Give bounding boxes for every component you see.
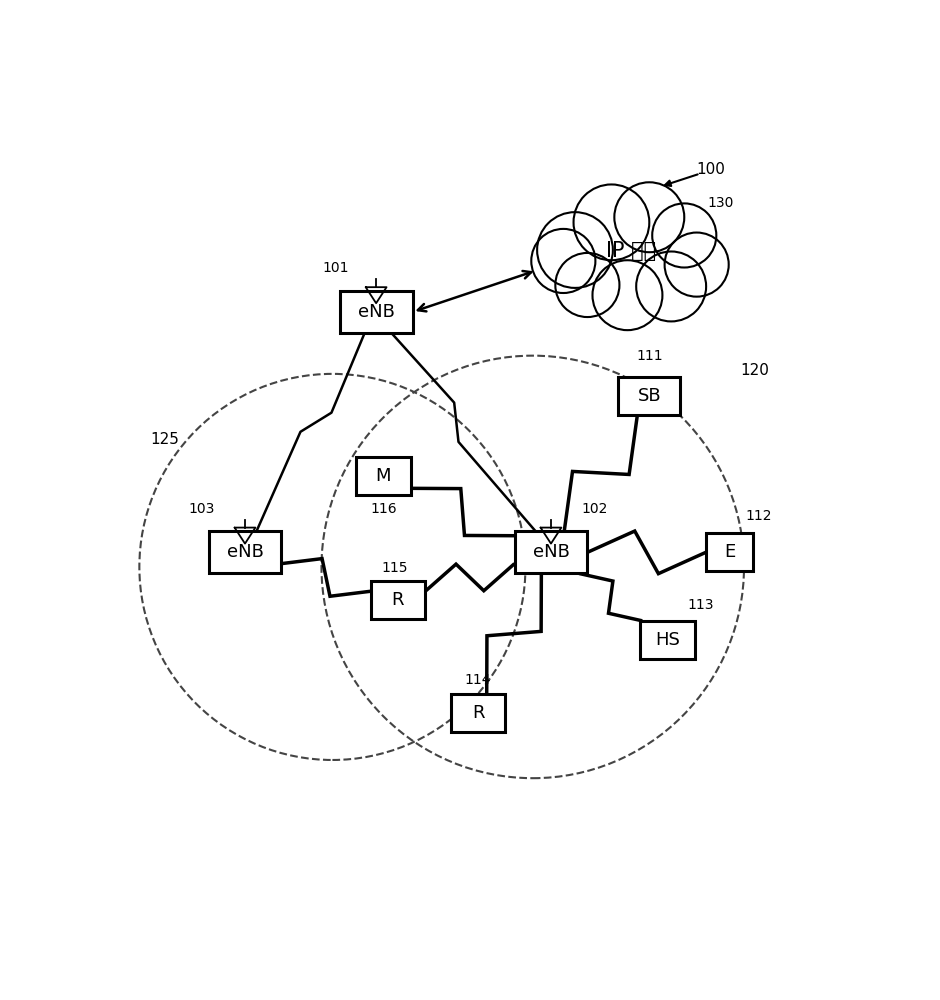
Circle shape — [537, 212, 613, 288]
Text: 103: 103 — [188, 502, 214, 516]
Text: 114: 114 — [465, 673, 492, 687]
Text: 111: 111 — [636, 349, 663, 363]
Circle shape — [615, 182, 684, 252]
Text: E: E — [724, 543, 735, 561]
Text: 102: 102 — [582, 502, 608, 516]
FancyBboxPatch shape — [356, 457, 411, 495]
Text: 130: 130 — [708, 196, 734, 210]
Text: 116: 116 — [370, 502, 397, 516]
Circle shape — [556, 253, 619, 317]
Circle shape — [573, 184, 650, 260]
Circle shape — [652, 203, 716, 268]
FancyBboxPatch shape — [706, 533, 753, 571]
Text: SB: SB — [637, 387, 661, 405]
FancyBboxPatch shape — [514, 531, 588, 573]
FancyBboxPatch shape — [339, 291, 413, 333]
Text: 120: 120 — [741, 363, 769, 378]
Circle shape — [531, 229, 595, 293]
Text: eNB: eNB — [358, 303, 395, 321]
FancyBboxPatch shape — [370, 581, 425, 619]
Text: M: M — [376, 467, 391, 485]
Text: 112: 112 — [745, 509, 772, 523]
FancyBboxPatch shape — [640, 621, 695, 659]
Text: 101: 101 — [322, 261, 350, 275]
Circle shape — [592, 260, 663, 330]
Text: eNB: eNB — [533, 543, 570, 561]
FancyBboxPatch shape — [619, 377, 681, 415]
Circle shape — [665, 233, 728, 297]
Text: HS: HS — [655, 631, 680, 649]
Text: 115: 115 — [381, 561, 408, 575]
Circle shape — [551, 166, 718, 334]
Text: R: R — [392, 591, 404, 609]
FancyBboxPatch shape — [451, 694, 506, 732]
Text: 113: 113 — [687, 598, 713, 612]
Text: IP 网络: IP 网络 — [606, 241, 656, 261]
FancyBboxPatch shape — [209, 531, 281, 573]
Circle shape — [636, 251, 706, 321]
Text: eNB: eNB — [227, 543, 263, 561]
Text: 125: 125 — [150, 432, 180, 447]
Text: 100: 100 — [697, 162, 726, 177]
Text: R: R — [472, 704, 484, 722]
